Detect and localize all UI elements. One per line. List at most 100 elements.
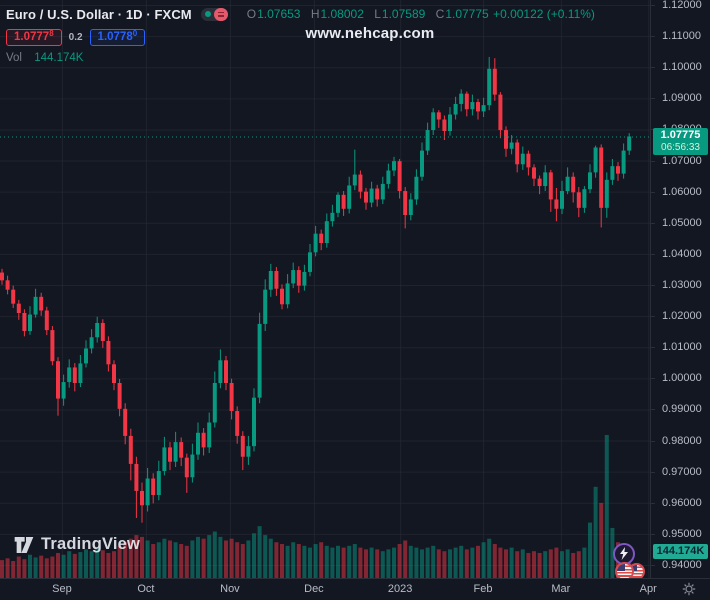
candle-body — [263, 289, 268, 324]
volume-bar — [336, 545, 340, 578]
volume-bar — [459, 545, 464, 578]
candle-body — [442, 119, 447, 131]
price-tick-mark — [651, 67, 655, 69]
market-status-toggle[interactable] — [200, 7, 228, 21]
volume-bar — [476, 545, 480, 578]
spread-value: 0.2 — [68, 32, 83, 43]
candle-body — [72, 367, 77, 383]
volume-bar — [509, 547, 514, 578]
price-tick-label: 1.12000 — [662, 0, 702, 11]
candle-body — [515, 142, 520, 165]
volume-bar — [386, 549, 391, 578]
volume-bar — [380, 551, 385, 578]
time-axis[interactable]: Sep Oct Nov Dec 2023 Feb Mar Apr — [0, 578, 710, 600]
candle-body — [145, 478, 150, 506]
price-axis[interactable]: 1.07775 06:56:33 144.174K 1.12000 1.11000… — [650, 0, 710, 578]
price-tick-label: 0.96000 — [662, 496, 702, 509]
candle-body — [436, 112, 441, 120]
volume-bar — [436, 549, 441, 578]
price-tick-label: 1.09000 — [662, 92, 702, 105]
price-tick-mark — [651, 191, 655, 193]
time-tick-label: Feb — [473, 583, 493, 595]
volume-bar — [520, 549, 525, 578]
price-tick-mark — [651, 471, 655, 473]
candle-body — [324, 221, 329, 243]
gear-glyph — [682, 582, 696, 596]
price-tick-label: 1.02000 — [662, 310, 702, 323]
candle-body — [397, 161, 402, 192]
open-value: 1.07653 — [257, 7, 301, 21]
price-tick-label: 1.00000 — [662, 372, 702, 385]
volume-bar — [179, 544, 184, 578]
candle-body — [565, 176, 570, 192]
volume-bar — [369, 547, 374, 578]
candle-body — [375, 188, 380, 200]
sell-bid-button[interactable]: 1.0777 8 — [6, 29, 62, 46]
candle-body — [0, 272, 4, 281]
price-tick-mark — [651, 285, 655, 286]
candle-body — [240, 435, 245, 457]
market-open-dot-icon — [204, 11, 211, 17]
volume-bar — [78, 552, 83, 578]
symbol-title[interactable]: Euro / U.S. Dollar · 1D · FXCM — [6, 6, 192, 22]
candle-body — [296, 270, 301, 286]
candle-body — [280, 288, 284, 305]
candle-body — [235, 411, 240, 436]
candle-body — [212, 383, 217, 423]
buy-ask-button[interactable]: 1.0778 0 — [89, 29, 146, 46]
candle-body — [470, 102, 475, 110]
volume-bar — [498, 547, 503, 578]
price-tick-label: 1.06000 — [662, 185, 702, 198]
time-tick-label: Dec — [304, 583, 324, 595]
volume-bar — [11, 561, 16, 578]
candle-body — [369, 188, 374, 203]
volume-bar — [515, 551, 520, 578]
candle-body — [117, 383, 122, 409]
chart-canvas[interactable]: www.nehcap.com Euro / U.S. Dollar · 1D ·… — [0, 0, 650, 581]
ohlc-readout: O1.07653 H1.08002 L1.07589 C1.07775 +0.0… — [240, 7, 595, 21]
candle-body — [201, 432, 206, 448]
axis-settings-gear-icon[interactable] — [682, 582, 696, 600]
volume-bar — [543, 551, 548, 578]
candle-body — [341, 194, 346, 209]
candle-body — [610, 166, 615, 180]
candle-body — [425, 130, 430, 151]
volume-bar — [5, 558, 10, 578]
volume-bar — [571, 552, 576, 578]
price-tick-mark — [651, 36, 655, 38]
tradingview-logo[interactable]: TradingView — [14, 535, 140, 554]
volume-bar — [397, 544, 402, 578]
volume-bar — [274, 542, 279, 578]
volume-bar — [448, 549, 452, 578]
volume-bar — [56, 552, 60, 578]
volume-bar — [151, 544, 156, 578]
candle-body — [134, 463, 139, 491]
price-tick-mark — [651, 565, 655, 566]
volume-bar — [420, 549, 424, 578]
volume-bar — [358, 547, 363, 578]
candle-body — [616, 166, 620, 174]
candle-body — [599, 147, 604, 208]
volume-bar — [72, 553, 77, 578]
volume-bar — [190, 540, 195, 578]
candle-body — [218, 360, 223, 383]
ask-price: 1.0778 — [97, 31, 133, 43]
price-tick-label: 1.05000 — [662, 216, 702, 229]
volume-bar — [492, 544, 497, 578]
current-price-label: 1.07775 06:56:33 — [653, 128, 708, 156]
current-volume-label: 144.174K — [653, 544, 708, 560]
volume-bar — [0, 560, 4, 578]
candle-body — [162, 447, 167, 472]
volume-bar — [196, 536, 200, 578]
volume-study-row[interactable]: Vol 144.174K — [6, 52, 595, 64]
time-tick-label: Mar — [551, 583, 571, 595]
volume-bar — [128, 538, 133, 578]
candle-body — [151, 478, 156, 495]
candle-body — [291, 270, 296, 284]
volume-bar — [112, 551, 116, 578]
candle-body — [112, 364, 116, 383]
candle-body — [173, 442, 178, 462]
candle-wick — [354, 149, 356, 191]
chart-legend: Euro / U.S. Dollar · 1D · FXCM O1.07653 … — [6, 6, 595, 64]
volume-bar — [212, 531, 217, 578]
